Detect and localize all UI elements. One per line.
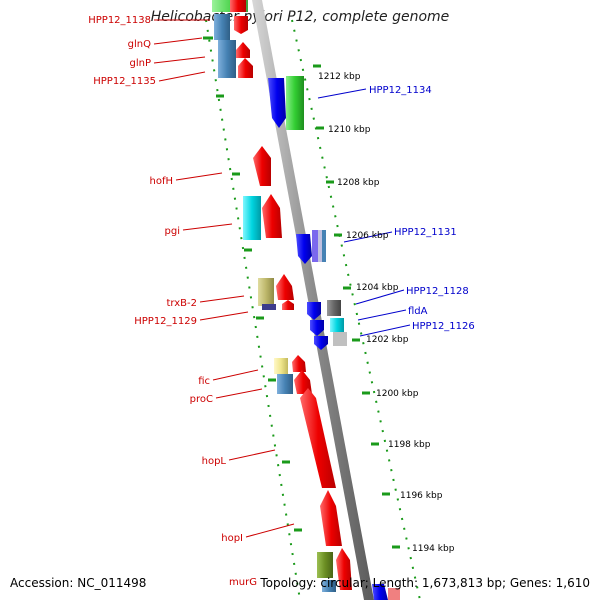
right-gene-labels: HPP12_1134 HPP12_1131 HPP12_1128 fldA HP… xyxy=(369,85,475,332)
label-hpp12-1134[interactable]: HPP12_1134 xyxy=(369,85,432,96)
label-hpp12-1138[interactable]: HPP12_1138 xyxy=(88,15,151,26)
tick-label: 1210 kbp xyxy=(328,125,371,135)
genome-summary: Topology: circular; Length: 1,673,813 bp… xyxy=(260,576,590,590)
gene-hpp12-1131-arrow[interactable] xyxy=(296,234,312,264)
gene-hofh-arrow[interactable] xyxy=(253,146,271,186)
gene-blue-arrow-3[interactable] xyxy=(314,336,328,350)
gene-hopl-arrow[interactable] xyxy=(300,388,336,488)
label-hpp12-1131[interactable]: HPP12_1131 xyxy=(394,227,457,238)
gene-blue-arrow-2[interactable] xyxy=(310,320,324,336)
gene-fic-red-arrow[interactable] xyxy=(292,355,306,372)
gene-hopi-arrow[interactable] xyxy=(320,490,342,546)
label-hopl[interactable]: hopL xyxy=(202,456,227,467)
tick-label: 1204 kbp xyxy=(356,283,399,293)
label-hpp12-1126[interactable]: HPP12_1126 xyxy=(412,321,475,332)
label-glnp[interactable]: glnP xyxy=(130,58,152,69)
label-flda[interactable]: fldA xyxy=(408,306,428,317)
gene-hpp12-1135-block[interactable] xyxy=(218,40,236,78)
gene-red-arrow-1135[interactable] xyxy=(238,58,253,78)
leader-lines xyxy=(153,19,411,538)
tick-label: 1206 kbp xyxy=(346,231,389,241)
gene-trxb-red-arrow[interactable] xyxy=(276,274,294,300)
label-hopi[interactable]: hopI xyxy=(221,533,243,544)
gene-hpp12-1128-gray-block[interactable] xyxy=(327,300,341,316)
gene-trxb-block[interactable] xyxy=(258,278,274,306)
tick-marks xyxy=(203,36,400,549)
gene-bottom-blue-arrow[interactable] xyxy=(372,584,388,600)
gene-hpp12-1129-block[interactable] xyxy=(262,304,276,310)
gene-fic-block[interactable] xyxy=(274,358,288,374)
label-proc[interactable]: proC xyxy=(190,394,213,405)
label-trxb-2[interactable]: trxB-2 xyxy=(166,298,197,309)
label-hpp12-1129[interactable]: HPP12_1129 xyxy=(134,316,197,327)
gene-proc-red-arrow[interactable] xyxy=(294,370,312,394)
gene-murg-block[interactable] xyxy=(317,552,333,578)
tick-label: 1208 kbp xyxy=(337,178,380,188)
label-pgi[interactable]: pgi xyxy=(165,226,180,237)
gene-pgi-red-arrow[interactable] xyxy=(262,194,282,238)
label-glnq[interactable]: glnQ xyxy=(128,39,151,50)
gene-hpp12-1134-arrow[interactable] xyxy=(268,78,286,128)
gene-glnp-arrow[interactable] xyxy=(236,42,250,58)
gene-proc-block[interactable] xyxy=(277,374,293,394)
genome-backbone xyxy=(252,0,374,600)
accession-label: Accession: NC_011498 xyxy=(10,576,147,590)
tick-label: 1198 kbp xyxy=(388,440,431,450)
right-strand-genes xyxy=(268,76,400,600)
gene-murg-red-arrow[interactable] xyxy=(336,548,352,590)
tick-label: 1194 kbp xyxy=(412,544,455,554)
tick-label: 1212 kbp xyxy=(318,72,361,82)
label-hofh[interactable]: hofH xyxy=(150,176,174,187)
label-hpp12-1128[interactable]: HPP12_1128 xyxy=(406,286,469,297)
gene-hpp12-1131-block[interactable] xyxy=(312,230,318,262)
tick-label: 1200 kbp xyxy=(376,389,419,399)
gene-steel-block-1[interactable] xyxy=(214,14,230,40)
gene-hpp12-1134-green-block[interactable] xyxy=(286,76,304,130)
kbp-tick-labels: 1212 kbp 1210 kbp 1208 kbp 1206 kbp 1204… xyxy=(318,72,455,554)
gene-hpp12-1126-gray-block[interactable] xyxy=(333,332,347,346)
tick-label: 1202 kbp xyxy=(366,335,409,345)
left-strand-genes xyxy=(212,0,352,592)
gene-hpp12-1128-arrow[interactable] xyxy=(307,302,321,320)
gene-flda-block[interactable] xyxy=(330,318,344,332)
label-fic[interactable]: fic xyxy=(198,376,210,387)
gene-pgi-block[interactable] xyxy=(243,196,261,240)
label-hpp12-1135[interactable]: HPP12_1135 xyxy=(93,76,156,87)
left-gene-labels: HPP12_1138 glnQ glnP HPP12_1135 hofH pgi… xyxy=(88,15,257,588)
gene-glnq-arrow[interactable] xyxy=(234,16,248,34)
tick-label: 1196 kbp xyxy=(400,491,443,501)
label-murg[interactable]: murG xyxy=(229,577,257,588)
